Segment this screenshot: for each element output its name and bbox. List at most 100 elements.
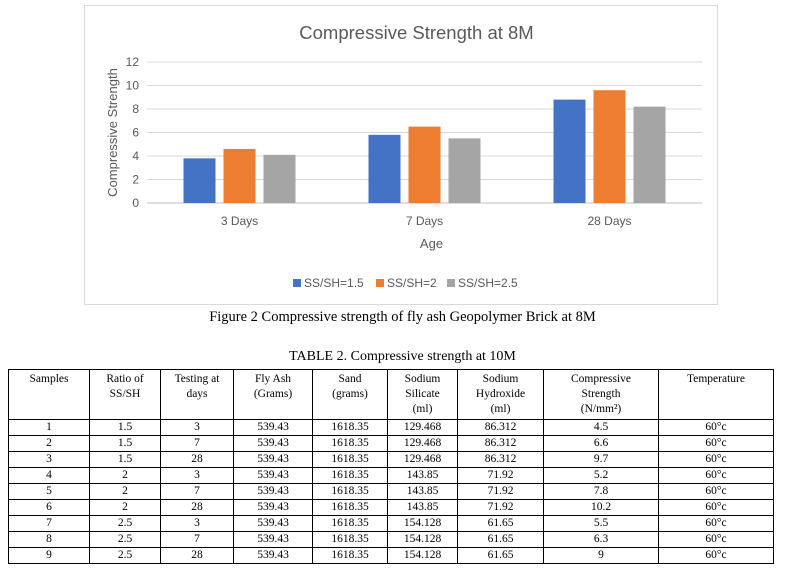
table-cell: 9	[543, 547, 659, 564]
table-header-line: Testing at	[174, 373, 220, 385]
bar-chart: Compressive Strength at 8M 0 2 4 6 8 10 12 3 Day…	[105, 22, 702, 290]
table-cell: 539.43	[233, 451, 313, 468]
table-cell: 129.468	[387, 435, 458, 452]
table-header-line: Sodium	[482, 373, 519, 385]
table-header-line: Samples	[29, 373, 69, 385]
data-table: Samples Ratio of SS/SH Testing at days Fly As…	[8, 369, 774, 564]
table-cell: 6.6	[543, 435, 659, 452]
table-header-cell: Compressive Strength (N/mm²)	[543, 369, 659, 420]
table-cell: 61.65	[457, 515, 544, 532]
table-cell: 539.43	[233, 483, 313, 500]
table-cell: 2.5	[89, 515, 161, 532]
table-cell: 28	[160, 547, 234, 564]
y-tick-label: 0	[132, 196, 139, 210]
table-cell: 1618.35	[312, 435, 388, 452]
table-header-cell: Fly Ash (Grams)	[233, 369, 313, 420]
legend-label: SS/SH=2	[387, 276, 437, 290]
legend-swatch	[376, 279, 384, 287]
table-cell: 1.5	[89, 419, 161, 436]
table-cell: 143.85	[387, 499, 458, 516]
table-header-row: Samples Ratio of SS/SH Testing at days Fly As…	[8, 369, 774, 420]
table-cell: 539.43	[233, 419, 313, 436]
bar	[633, 106, 666, 203]
table-cell: 129.468	[387, 451, 458, 468]
table-cell: 154.128	[387, 515, 458, 532]
bar	[553, 99, 586, 203]
table-cell: 60°c	[658, 451, 774, 468]
table-header-cell: Sodium Silicate (ml)	[387, 369, 458, 420]
table-cell: 7	[160, 483, 234, 500]
table-cell: 1618.35	[312, 467, 388, 484]
table-cell: 2	[89, 499, 161, 516]
table-header-cell: Temperature	[658, 369, 774, 420]
table-cell: 71.92	[457, 483, 544, 500]
x-tick-label: 7 Days	[406, 214, 443, 228]
table-body: 1 1.5 3 539.43 1618.35 129.468 86.312 4.5 60°c 2 1…	[8, 419, 774, 564]
table-cell: 60°c	[658, 547, 774, 564]
table-cell: 7	[160, 435, 234, 452]
table-header-line: Compressive	[570, 373, 632, 385]
table-header-line: Sodium	[404, 373, 441, 385]
chart-title: Compressive Strength at 8M	[299, 22, 533, 43]
table-cell: 539.43	[233, 467, 313, 484]
table-cell: 5	[8, 483, 90, 500]
table-cell: 539.43	[233, 547, 313, 564]
table-cell: 3	[160, 515, 234, 532]
chart-container: Compressive Strength at 8M 0 2 4 6 8 10 12 3 Day…	[84, 5, 718, 305]
legend-swatch	[447, 279, 455, 287]
table-row: 1 1.5 3 539.43 1618.35 129.468 86.312 4.5 60°c	[8, 419, 774, 436]
table-cell: 3	[160, 419, 234, 436]
table-header-line: (grams)	[332, 388, 368, 400]
y-tick-label: 4	[132, 149, 139, 163]
table-cell: 1618.35	[312, 531, 388, 548]
table-header-line: days	[186, 388, 208, 400]
table-row: 6 2 28 539.43 1618.35 143.85 71.92 10.2 60°c	[8, 499, 774, 516]
table-cell: 2	[89, 483, 161, 500]
table-cell: 71.92	[457, 467, 544, 484]
table-cell: 3	[8, 451, 90, 468]
table-row: 9 2.5 28 539.43 1618.35 154.128 61.65 9 60°c	[8, 547, 774, 564]
bar	[593, 90, 626, 203]
table-cell: 143.85	[387, 467, 458, 484]
table-cell: 1618.35	[312, 499, 388, 516]
table-cell: 154.128	[387, 547, 458, 564]
legend-label: SS/SH=1.5	[304, 276, 364, 290]
table-row: 7 2.5 3 539.43 1618.35 154.128 61.65 5.5 60°c	[8, 515, 774, 532]
table-cell: 129.468	[387, 419, 458, 436]
bar	[183, 158, 216, 203]
y-tick-label: 10	[126, 79, 140, 93]
table-header-line: (ml)	[490, 403, 511, 415]
legend-label: SS/SH=2.5	[458, 276, 518, 290]
x-tick-label: 3 Days	[221, 214, 258, 228]
table-header-line: Sand	[338, 373, 362, 385]
table-cell: 6	[8, 499, 90, 516]
table-cell: 86.312	[457, 451, 544, 468]
table-cell: 60°c	[658, 483, 774, 500]
table-header-line: (ml)	[412, 403, 433, 415]
table-cell: 60°c	[658, 499, 774, 516]
table-cell: 7	[160, 531, 234, 548]
y-tick-label: 12	[126, 55, 140, 69]
table-cell: 6.3	[543, 531, 659, 548]
table-cell: 86.312	[457, 419, 544, 436]
table-cell: 1618.35	[312, 419, 388, 436]
table-cell: 28	[160, 499, 234, 516]
table-caption: TABLE 2. Compressive strength at 10M	[289, 349, 516, 364]
table-cell: 539.43	[233, 531, 313, 548]
table-cell: 1618.35	[312, 483, 388, 500]
legend-swatch	[293, 279, 301, 287]
table-header-line: (N/mm²)	[580, 403, 622, 415]
table-header-line: SS/SH	[109, 388, 141, 400]
table-cell: 143.85	[387, 483, 458, 500]
table-row: 2 1.5 7 539.43 1618.35 129.468 86.312 6.6 60°c	[8, 435, 774, 452]
table-header-cell: Ratio of SS/SH	[89, 369, 161, 420]
table-cell: 1.5	[89, 435, 161, 452]
table-header-cell: Testing at days	[160, 369, 234, 420]
table-cell: 7	[8, 515, 90, 532]
figure-caption: Figure 2 Compressive strength of fly ash…	[209, 309, 596, 325]
table-cell: 4.5	[543, 419, 659, 436]
table-header-line: (Grams)	[253, 388, 293, 400]
table-cell: 4	[8, 467, 90, 484]
x-axis-label: Age	[420, 236, 443, 251]
table-row: 4 2 3 539.43 1618.35 143.85 71.92 5.2 60°c	[8, 467, 774, 484]
